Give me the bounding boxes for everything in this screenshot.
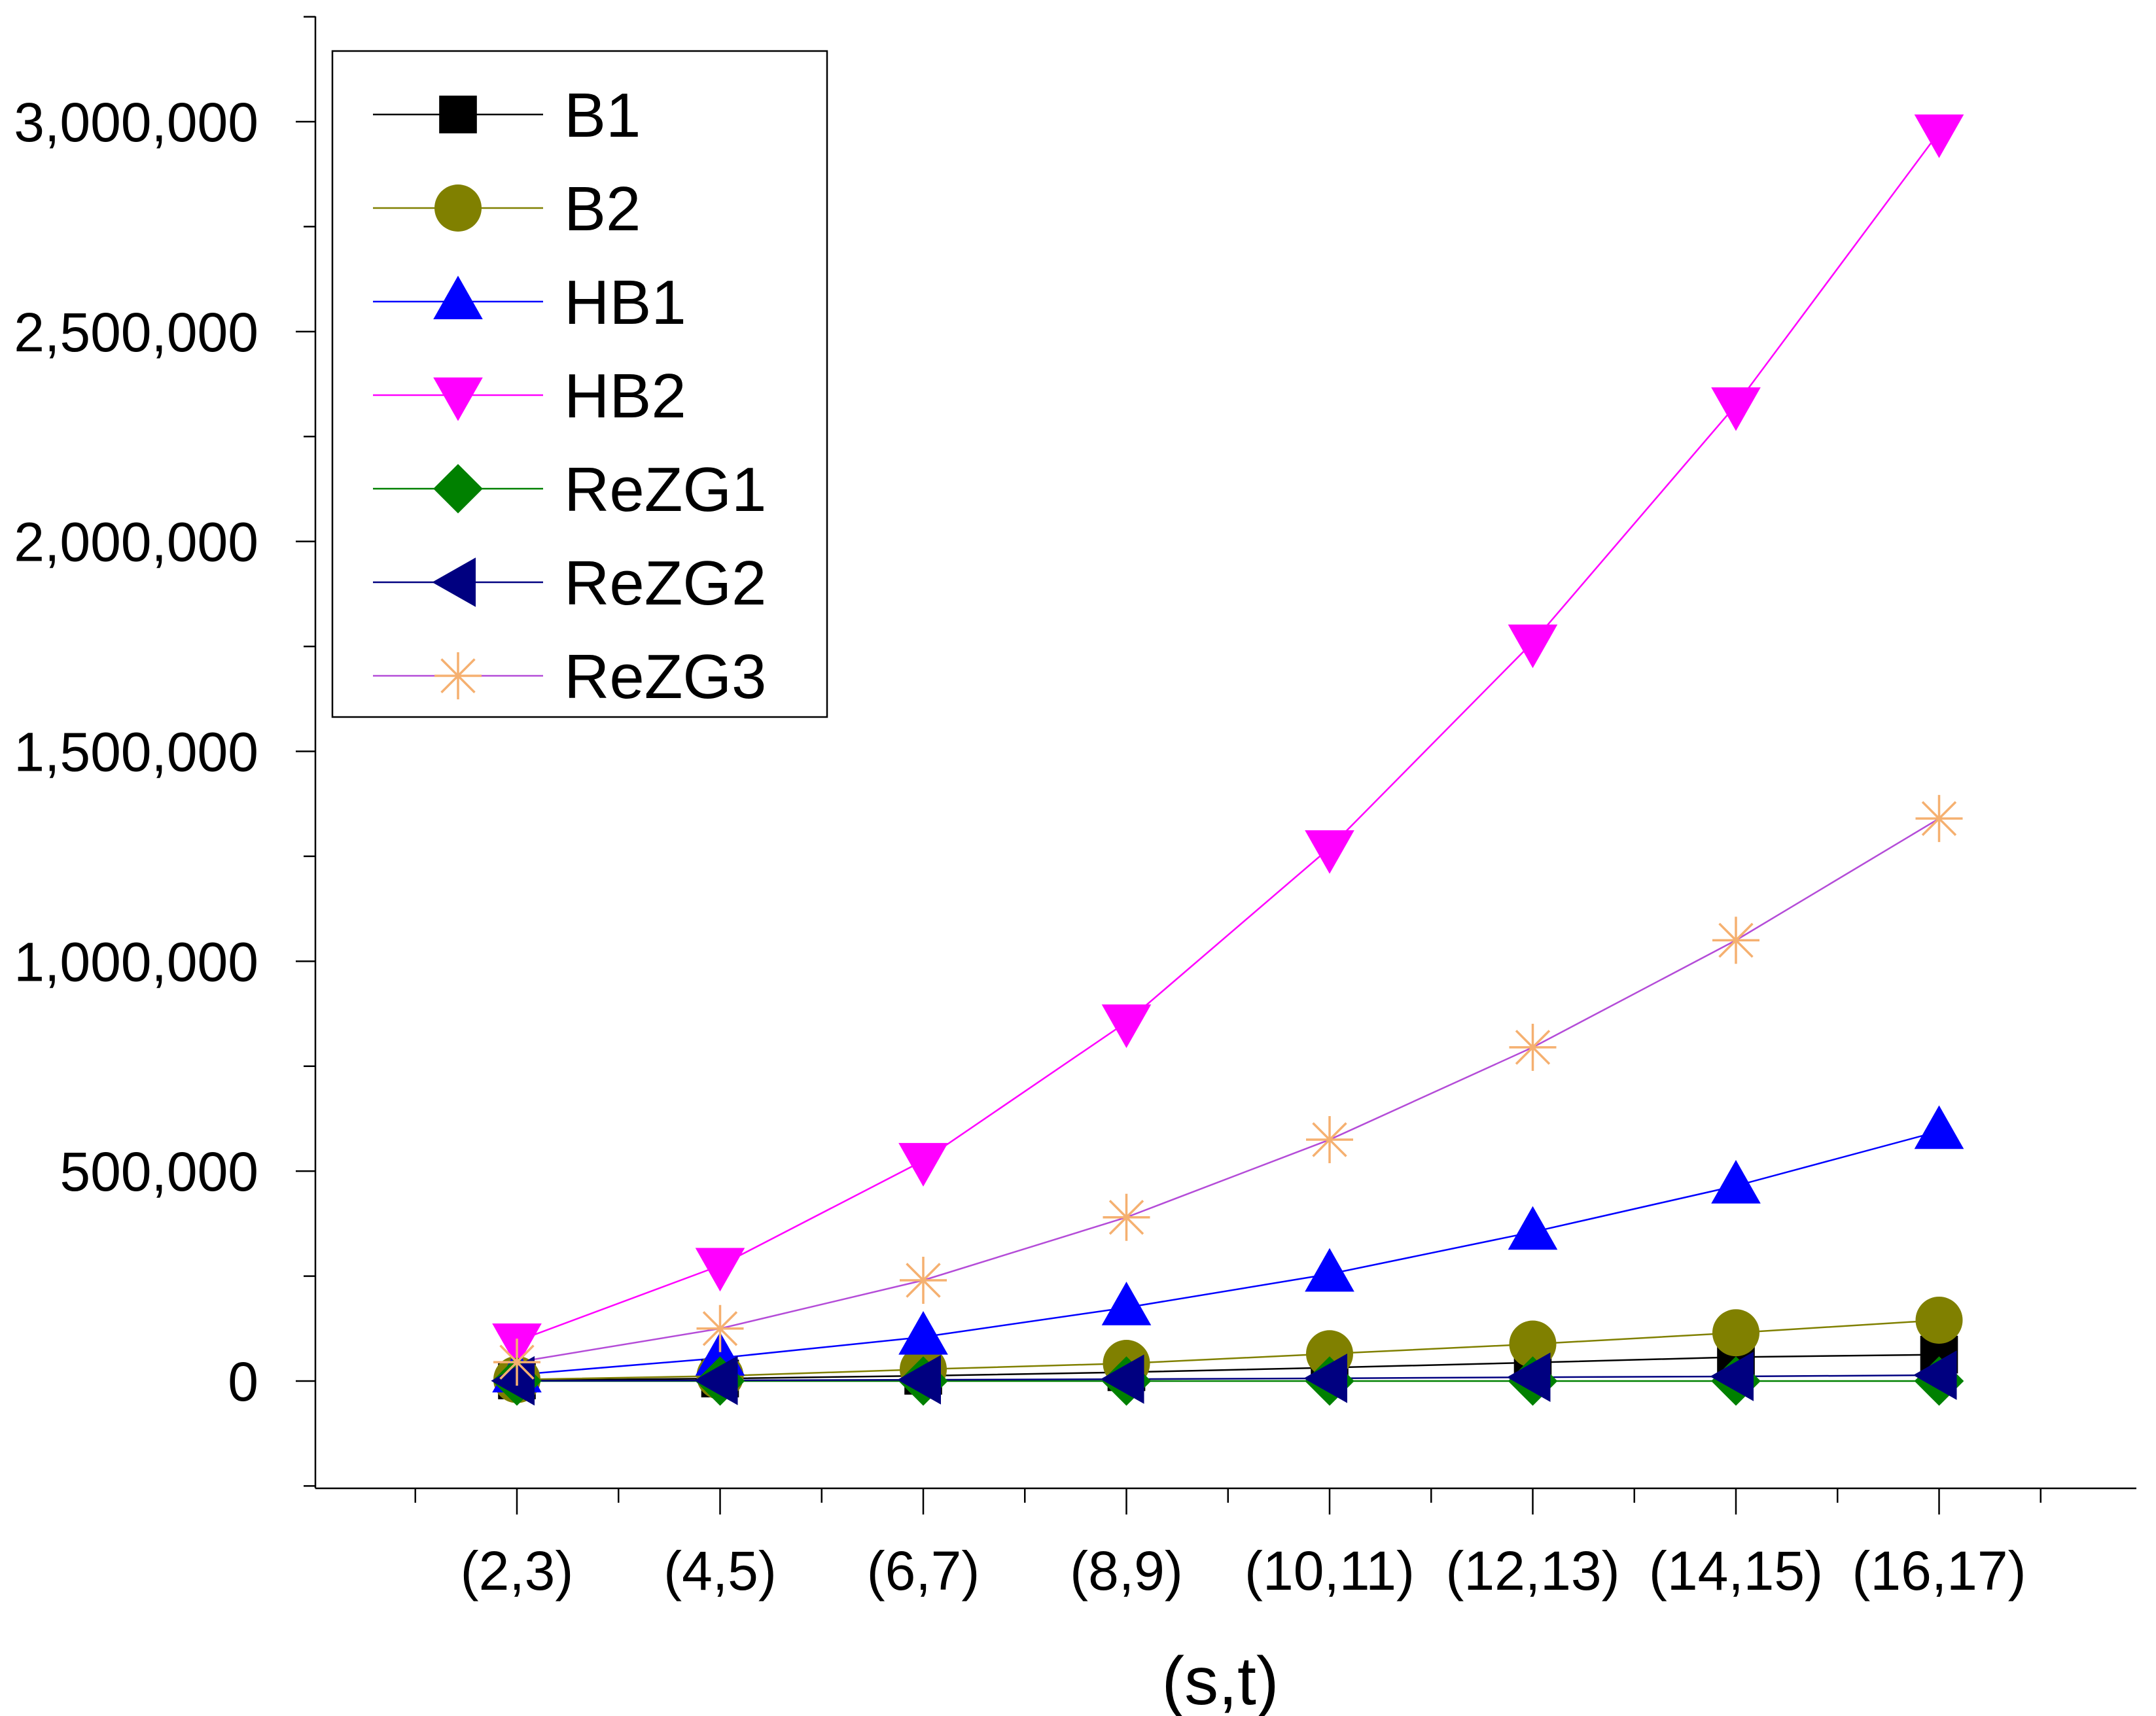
- x-axis: (2,3) (4,5) (6,7) (8,9) (10,11) (12,13) (14,15…: [315, 1487, 2136, 1602]
- y-tick-label: 0: [228, 1351, 258, 1412]
- legend-box: [331, 50, 828, 718]
- data-point-rezg3: [696, 1305, 744, 1352]
- x-tick-label: (4,5): [663, 1540, 777, 1602]
- data-point-hb2: [1508, 624, 1558, 669]
- data-point-hb1: [1914, 1105, 1964, 1149]
- data-point-hb1: [898, 1311, 948, 1355]
- data-point-rezg3: [1509, 1023, 1557, 1071]
- data-point-rezg2: [694, 1356, 738, 1405]
- data-point-rezg2: [1913, 1350, 1957, 1400]
- series-line-rezg3: [516, 818, 1940, 1363]
- data-point-rezg2: [897, 1355, 941, 1405]
- legend-label: HB2: [564, 361, 686, 431]
- legend-marker: [433, 464, 483, 514]
- data-point-hb2: [898, 1143, 948, 1187]
- series-layer: [491, 114, 1964, 1406]
- data-point-rezg3: [900, 1257, 947, 1304]
- legend-label: B1: [564, 80, 641, 150]
- data-point-hb2: [1305, 830, 1354, 874]
- legend-marker: [434, 184, 482, 232]
- legend-marker: [432, 557, 476, 607]
- series-line-hb1: [516, 1130, 1939, 1376]
- legend-item-rezg2: ReZG2: [373, 548, 766, 618]
- data-point-hb1: [1305, 1248, 1354, 1292]
- data-point-b2: [1915, 1296, 1963, 1344]
- x-tick-label: (16,17): [1852, 1540, 2026, 1602]
- data-point-rezg3: [1306, 1116, 1353, 1164]
- data-point-hb2: [1101, 1004, 1152, 1048]
- data-point-hb1: [1711, 1160, 1761, 1204]
- data-point-hb1: [1508, 1206, 1558, 1250]
- legend-marker: [433, 377, 483, 421]
- legend-item-b2: B2: [373, 174, 641, 244]
- series-lines: [516, 131, 1940, 1382]
- data-point-rezg3: [493, 1339, 540, 1386]
- data-point-hb2: [695, 1248, 745, 1292]
- x-tick-label: (12,13): [1445, 1540, 1619, 1602]
- data-point-b2: [1712, 1309, 1759, 1357]
- legend-label: ReZG2: [564, 548, 766, 618]
- data-point-rezg2: [1100, 1354, 1144, 1404]
- legend-item-b1: B1: [373, 80, 641, 150]
- series-markers-hb2: [492, 114, 1964, 1367]
- legend-item-rezg3: ReZG3: [373, 642, 766, 712]
- y-tick-label: 2,500,000: [14, 302, 258, 363]
- legend-label: ReZG1: [564, 455, 766, 525]
- series-line-hb2: [516, 131, 1940, 1342]
- data-point-hb1: [1101, 1282, 1152, 1325]
- x-tick-label: (2,3): [461, 1540, 574, 1602]
- series-line-b2: [516, 1319, 1939, 1381]
- x-tick-label: (10,11): [1245, 1540, 1415, 1602]
- x-tick-label: (14,15): [1649, 1540, 1823, 1602]
- y-axis: 0 500,000 1,000,000 1,500,000 2,000,000 2,500…: [14, 16, 317, 1488]
- legend-item-hb2: HB2: [373, 361, 686, 431]
- data-point-rezg2: [1303, 1354, 1347, 1403]
- series-line-b1: [516, 1354, 1939, 1382]
- x-tick-label: (8,9): [1070, 1540, 1183, 1602]
- data-point-rezg2: [1506, 1352, 1551, 1403]
- legend-marker: [433, 275, 483, 319]
- x-axis-title: (s,t): [1161, 1643, 1279, 1716]
- legend-marker: [434, 652, 482, 699]
- series-markers: [491, 114, 1964, 1406]
- data-point-hb2: [1711, 387, 1761, 431]
- data-point-hb2: [1914, 114, 1964, 158]
- legend-label: HB1: [564, 268, 686, 338]
- legend-marker: [439, 96, 477, 133]
- legend-label: B2: [564, 174, 641, 244]
- series-line-rezg2: [516, 1374, 1939, 1382]
- x-tick-label: (6,7): [867, 1540, 980, 1602]
- data-point-rezg3: [1103, 1193, 1150, 1241]
- data-point-rezg3: [1915, 795, 1963, 843]
- data-point-rezg3: [1712, 917, 1759, 964]
- y-tick-label: 500,000: [60, 1141, 258, 1202]
- legend-label: ReZG3: [564, 642, 766, 712]
- legend-item-hb1: HB1: [373, 268, 686, 338]
- y-tick-label: 1,500,000: [14, 722, 258, 783]
- legend-item-rezg1: ReZG1: [373, 455, 766, 525]
- series-markers-rezg3: [493, 795, 1963, 1386]
- legend: B1 B2 HB1 HB2 ReZG1 ReZG2 ReZG3: [331, 50, 828, 718]
- data-point-rezg2: [1710, 1352, 1754, 1401]
- y-tick-label: 2,000,000: [14, 512, 258, 573]
- y-tick-label: 1,000,000: [14, 931, 258, 992]
- y-tick-label: 3,000,000: [14, 92, 258, 153]
